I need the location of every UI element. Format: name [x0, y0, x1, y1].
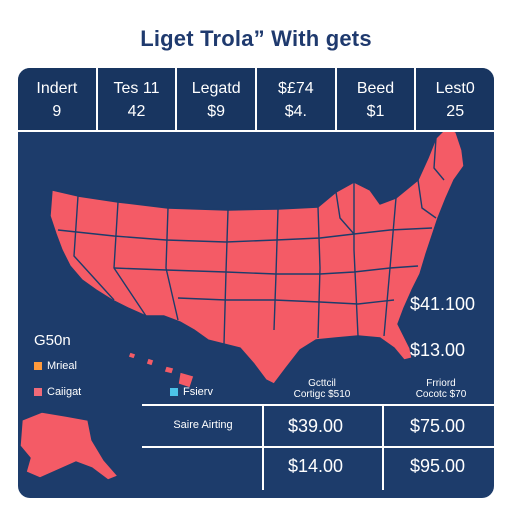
state-line	[57, 227, 433, 243]
legend-item: Caiigat	[34, 386, 81, 398]
stat-cell: Legatd $9	[175, 68, 255, 130]
map-panel: Indert 9 Tes 11 42 Legatd $9 $£74 $4. Be…	[18, 68, 494, 498]
hawaii-island	[127, 351, 137, 360]
grid-divider	[142, 404, 494, 406]
state-line	[73, 195, 115, 301]
legend-swatch	[34, 362, 42, 370]
legend-swatch	[170, 388, 178, 396]
grid-value: $95.00	[410, 456, 466, 476]
state-line	[335, 191, 355, 235]
stat-label: Legatd	[191, 80, 241, 97]
grid-value: $75.00	[410, 416, 466, 436]
column-header-line: Gcttcil	[308, 378, 336, 389]
stat-cell: Beed $1	[334, 68, 415, 130]
grid-value: $14.00	[288, 456, 344, 476]
grid-divider	[382, 404, 384, 490]
stat-label: Lest0	[435, 80, 475, 97]
alaska	[19, 411, 119, 481]
state-line	[177, 297, 395, 305]
column-header: Frriord Cocotc $70	[388, 378, 494, 400]
legend-label: Fsierv	[183, 386, 213, 398]
state-line	[165, 207, 179, 321]
state-line	[417, 179, 437, 219]
stat-cell: Indert 9	[18, 68, 96, 130]
legend-item: Mrieal	[34, 360, 77, 372]
legend-label: Mrieal	[47, 360, 77, 372]
hawaii-island	[145, 357, 155, 367]
column-header-line: Frriord	[426, 378, 456, 389]
stat-label: Tes 11	[113, 80, 160, 97]
stat-label: Indert	[36, 80, 78, 97]
stat-value: $9	[207, 103, 226, 120]
stat-cell: Tes 11 42	[95, 68, 176, 130]
state-line	[433, 137, 445, 181]
hawaii-island	[177, 371, 195, 389]
state-line	[113, 265, 419, 275]
stat-cell: $£74 $4.	[255, 68, 335, 130]
side-price: $41.100	[410, 294, 476, 314]
legend-swatch	[34, 388, 42, 396]
hawaii-island	[163, 365, 175, 375]
state-line	[317, 206, 321, 339]
column-header-line: Cocotc $70	[415, 389, 467, 400]
stat-label: Beed	[356, 80, 395, 97]
grid-value: $39.00	[288, 416, 344, 436]
stat-cell: Lest0 25	[414, 68, 494, 130]
legend-item: Fsierv	[170, 386, 213, 398]
us-map[interactable]	[18, 68, 494, 498]
column-header-line: Cortigc $510	[293, 389, 351, 400]
stats-bar: Indert 9 Tes 11 42 Legatd $9 $£74 $4. Be…	[18, 68, 494, 132]
column-header: Gcttcil Cortigc $510	[262, 378, 382, 400]
grid-divider	[262, 404, 264, 490]
contiguous-us	[49, 127, 465, 385]
stat-value: $4.	[284, 103, 307, 120]
legend-label: Caiigat	[47, 386, 82, 398]
stat-label: $£74	[278, 80, 314, 97]
stat-value: 25	[446, 103, 465, 120]
side-price: $13.00	[410, 340, 466, 360]
row-label: Saire Airting	[173, 419, 233, 431]
state-line	[353, 182, 359, 337]
stat-value: 9	[52, 103, 62, 120]
page-title: Liget Trola” With gets	[140, 26, 372, 51]
stat-value: $1	[366, 103, 385, 120]
stat-value: 42	[127, 103, 146, 120]
legend-title: G50n	[34, 332, 71, 349]
grid-divider	[142, 446, 494, 448]
